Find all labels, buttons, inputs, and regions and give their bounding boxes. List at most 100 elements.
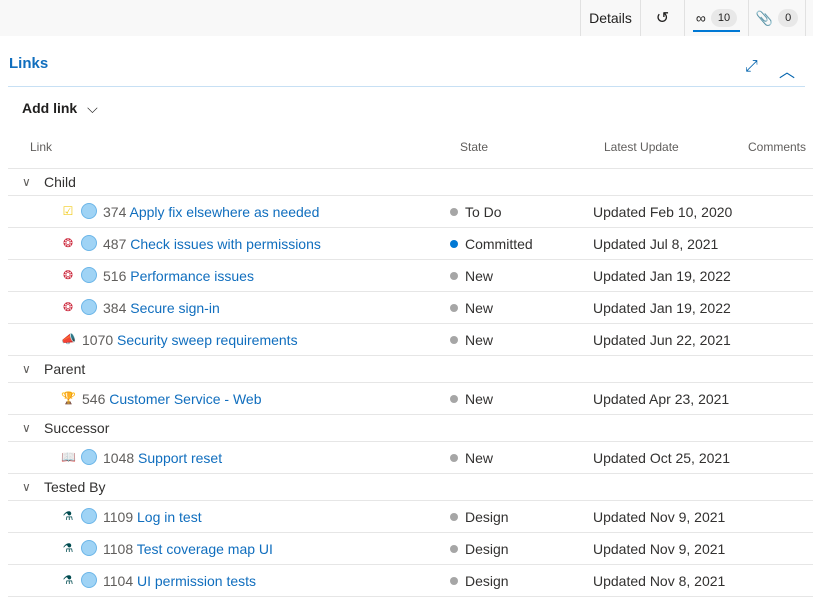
table-row[interactable]: 📣 1070 Security sweep requirements New U… — [8, 324, 813, 356]
trophy-icon: 🏆 — [61, 391, 76, 405]
work-item-id: 546 — [82, 391, 106, 407]
table-row[interactable]: 📖 1048 Support reset New Updated Oct 25,… — [8, 442, 813, 474]
table-row[interactable]: ❂ 384 Secure sign-in New Updated Jan 19,… — [8, 292, 813, 324]
tab-history[interactable]: ↺ — [640, 0, 684, 36]
section-divider — [8, 86, 805, 87]
latest-update: Updated Jan 19, 2022 — [593, 300, 731, 316]
latest-update: Updated Apr 23, 2021 — [593, 391, 730, 407]
group-header[interactable]: ∨ Child — [8, 169, 813, 196]
table-row[interactable]: ⚗ 1104 UI permission tests Design Update… — [8, 565, 813, 597]
avatar — [81, 299, 97, 315]
work-item-id: 384 — [103, 300, 127, 316]
work-item-id: 1109 — [103, 509, 134, 525]
attachments-count-badge: 0 — [778, 9, 799, 27]
avatar — [81, 540, 97, 556]
state-dot — [450, 208, 458, 216]
latest-update: Updated Jul 8, 2021 — [593, 236, 719, 252]
work-item-title: Performance issues — [130, 268, 254, 284]
group-name: Successor — [44, 420, 110, 436]
test-case-icon: ⚗ — [62, 573, 74, 587]
state-text: Design — [465, 573, 509, 589]
state-text: Design — [465, 541, 509, 557]
state-text: New — [465, 391, 494, 407]
group-header[interactable]: ∨ Tested By — [8, 474, 813, 501]
group-header[interactable]: ∨ Parent — [8, 356, 813, 383]
state-dot — [450, 545, 458, 553]
work-item-link[interactable]: 516 Performance issues — [103, 268, 254, 284]
work-item-link[interactable]: 1109 Log in test — [103, 509, 202, 525]
tab-links[interactable]: ∞ 10 — [684, 0, 748, 36]
megaphone-icon: 📣 — [61, 332, 76, 346]
expand-icon[interactable]: ⤢ — [745, 58, 758, 75]
latest-update: Updated Nov 9, 2021 — [593, 509, 726, 525]
table-row[interactable]: ⚗ 1109 Log in test Design Updated Nov 9,… — [8, 501, 813, 533]
test-case-icon: ⚗ — [62, 541, 74, 555]
bug-icon: ❂ — [62, 236, 74, 250]
state-text: Design — [465, 509, 509, 525]
state-dot — [450, 304, 458, 312]
table-row[interactable]: ❂ 516 Performance issues New Updated Jan… — [8, 260, 813, 292]
avatar — [81, 572, 97, 588]
work-item-link[interactable]: 1108 Test coverage map UI — [103, 541, 273, 557]
work-item-title: Log in test — [137, 509, 202, 525]
latest-update: Updated Jan 19, 2022 — [593, 268, 731, 284]
avatar — [81, 203, 97, 219]
chevron-down-icon: ∨ — [22, 480, 31, 494]
work-item-title: Customer Service - Web — [109, 391, 262, 407]
table-row[interactable]: ⚗ 1108 Test coverage map UI Design Updat… — [8, 533, 813, 565]
chevron-down-icon: ∨ — [22, 421, 31, 435]
work-item-link[interactable]: 546 Customer Service - Web — [82, 391, 261, 407]
bug-icon: ❂ — [62, 268, 74, 282]
work-item-title: Secure sign-in — [130, 300, 220, 316]
latest-update: Updated Nov 9, 2021 — [593, 541, 726, 557]
paperclip-icon: 📎 — [755, 9, 774, 26]
state-text: New — [465, 268, 494, 284]
avatar — [81, 449, 97, 465]
state-dot — [450, 240, 458, 248]
tab-details[interactable]: Details — [580, 0, 640, 36]
group-name: Child — [44, 174, 76, 190]
bug-icon: ❂ — [62, 300, 74, 314]
group-header[interactable]: ∨ Successor — [8, 415, 813, 442]
column-header-link[interactable]: Link — [30, 140, 53, 154]
work-item-title: Support reset — [138, 450, 223, 466]
state-text: To Do — [465, 204, 502, 220]
work-item-id: 1104 — [103, 573, 134, 589]
work-item-id: 487 — [103, 236, 127, 252]
chevron-down-icon: ∨ — [22, 362, 31, 376]
work-item-title: Apply fix elsewhere as needed — [129, 204, 320, 220]
work-item-link[interactable]: 384 Secure sign-in — [103, 300, 220, 316]
work-item-link[interactable]: 487 Check issues with permissions — [103, 236, 321, 252]
work-item-title: UI permission tests — [137, 573, 257, 589]
work-item-link[interactable]: 1104 UI permission tests — [103, 573, 256, 589]
state-dot — [450, 513, 458, 521]
state-dot — [450, 454, 458, 462]
column-header-latest-update[interactable]: Latest Update — [604, 140, 679, 154]
tab-attachments[interactable]: 📎 0 — [748, 0, 806, 36]
collapse-chevron-up-icon[interactable]: ︿ — [779, 64, 796, 81]
avatar — [81, 508, 97, 524]
clipboard-check-icon: ☑ — [62, 204, 74, 218]
table-row[interactable]: ☑ 374 Apply fix elsewhere as needed To D… — [8, 196, 813, 228]
table-row[interactable]: ❂ 487 Check issues with permissions Comm… — [8, 228, 813, 260]
state-text: New — [465, 300, 494, 316]
work-item-link[interactable]: 1070 Security sweep requirements — [82, 332, 298, 348]
work-item-link[interactable]: 1048 Support reset — [103, 450, 222, 466]
table-row[interactable]: 🏆 546 Customer Service - Web New Updated… — [8, 383, 813, 415]
state-text: New — [465, 450, 494, 466]
work-item-title: Check issues with permissions — [130, 236, 321, 252]
column-header-comments[interactable]: Comments — [748, 140, 807, 154]
book-icon: 📖 — [61, 450, 76, 464]
chevron-down-icon: ∨ — [22, 175, 31, 189]
work-item-title: Security sweep requirements — [117, 332, 298, 348]
latest-update: Updated Jun 22, 2021 — [593, 332, 731, 348]
add-link-button[interactable]: Add link ⌵ — [22, 100, 98, 117]
latest-update: Updated Feb 10, 2020 — [593, 204, 733, 220]
chevron-down-icon: ⌵ — [87, 100, 98, 116]
avatar — [81, 267, 97, 283]
test-case-icon: ⚗ — [62, 509, 74, 523]
column-header-state[interactable]: State — [460, 140, 489, 154]
active-tab-indicator — [693, 30, 740, 32]
work-item-id: 374 — [103, 204, 127, 220]
work-item-link[interactable]: 374 Apply fix elsewhere as needed — [103, 204, 319, 220]
